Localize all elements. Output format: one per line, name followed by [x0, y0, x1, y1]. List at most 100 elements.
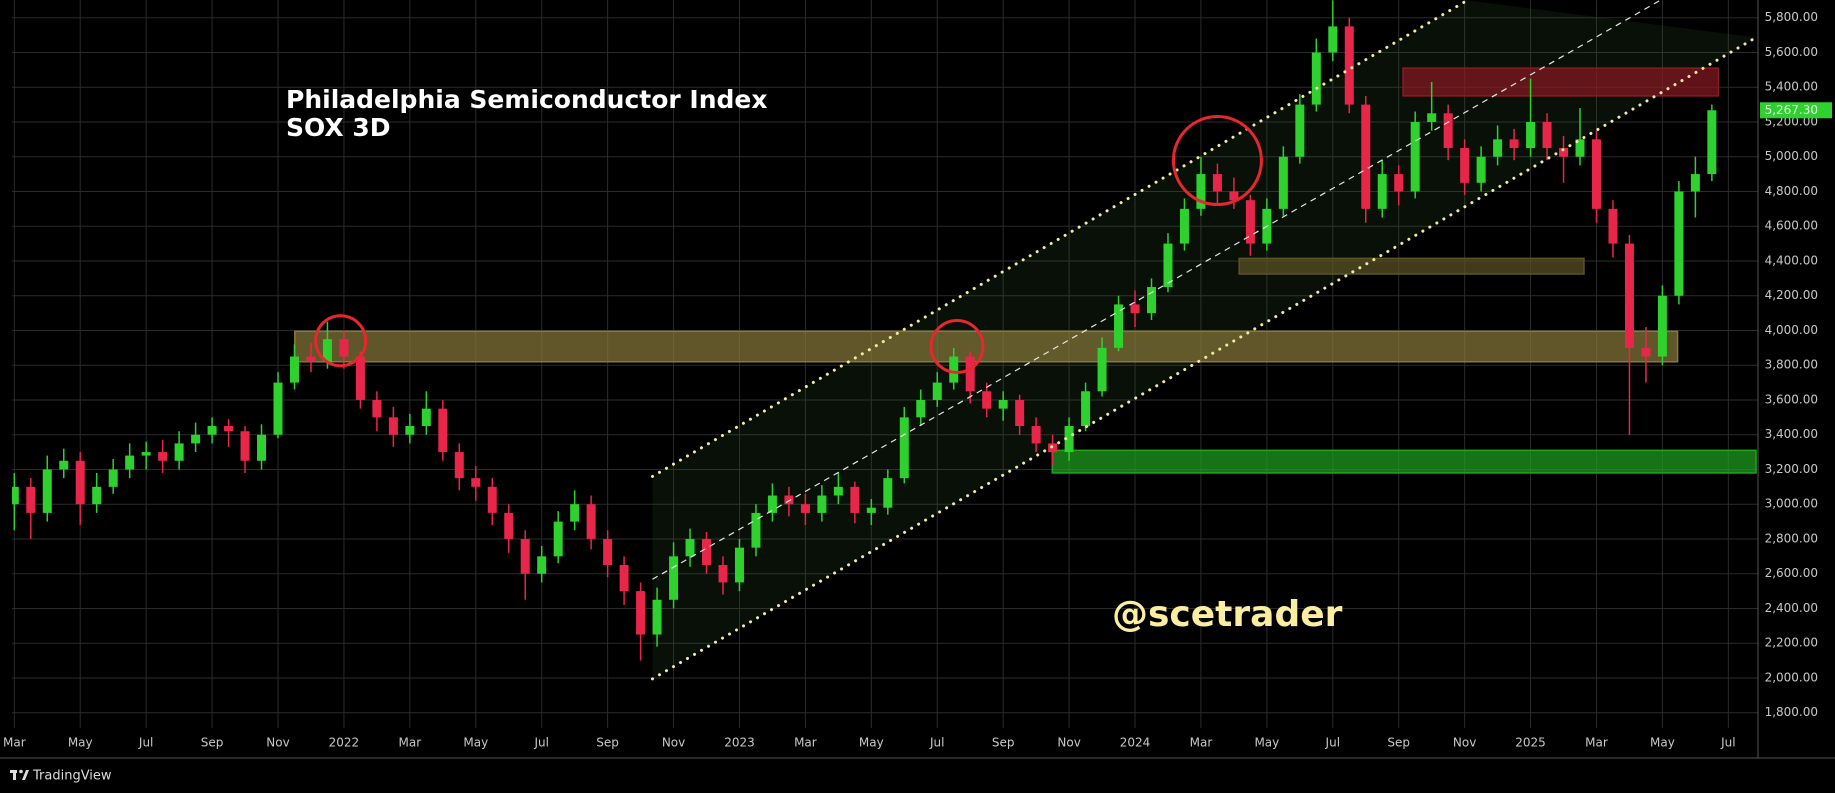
x-tick-label: May — [68, 736, 93, 750]
x-tick-label: Sep — [1387, 736, 1410, 750]
candle-body — [817, 495, 827, 513]
candle-body — [174, 443, 184, 461]
candle-body — [850, 486, 860, 513]
candle-body — [751, 512, 761, 548]
x-tick-label: Jul — [929, 736, 944, 750]
candle-body — [306, 356, 316, 362]
candle-body — [1196, 174, 1206, 209]
candle-body — [224, 426, 234, 432]
candle-body — [1146, 287, 1156, 314]
candle-body — [1608, 208, 1618, 244]
candle-body — [1179, 208, 1189, 244]
x-tick-label: Mar — [1190, 736, 1213, 750]
zone — [1051, 449, 1757, 474]
candle-body — [1031, 426, 1041, 444]
x-tick-label: Nov — [1057, 736, 1080, 750]
x-tick-label: Jul — [1325, 736, 1340, 750]
candle-body — [240, 431, 250, 461]
candle-body — [965, 356, 975, 392]
candle-body — [108, 469, 118, 487]
candle-body — [1657, 295, 1667, 357]
candle-body — [1097, 347, 1107, 392]
chart-title: Philadelphia Semiconductor Index — [286, 85, 768, 114]
watermark: @scetrader — [1112, 594, 1343, 635]
candle-body — [1476, 156, 1486, 183]
candle-body — [553, 521, 563, 557]
candle-body — [1295, 104, 1305, 157]
y-tick-label: 5,800.00 — [1765, 10, 1818, 24]
x-tick-label: Jul — [533, 736, 548, 750]
candle-body — [1278, 156, 1288, 209]
candle-body — [1641, 347, 1651, 357]
x-tick-label: Sep — [596, 736, 619, 750]
candle-body — [1493, 139, 1503, 157]
x-tick-label: May — [1254, 736, 1279, 750]
candle-body — [12, 486, 19, 505]
candle-body — [1559, 148, 1569, 157]
x-tick-label: May — [463, 736, 488, 750]
y-tick-label: 3,600.00 — [1765, 392, 1818, 406]
x-tick-label: Mar — [3, 736, 26, 750]
candle-body — [42, 469, 52, 513]
candle-body — [1591, 139, 1601, 209]
candle-body — [899, 417, 909, 479]
candle-body — [158, 452, 168, 461]
candle-body — [833, 486, 843, 496]
candle-body — [125, 455, 135, 470]
plot-area — [12, 0, 1758, 681]
candle-body — [702, 538, 712, 566]
candle-body — [866, 507, 876, 513]
y-tick-label: 1,800.00 — [1765, 705, 1818, 719]
candle-body — [982, 391, 992, 409]
y-tick-label: 4,000.00 — [1765, 323, 1818, 337]
candle-body — [916, 399, 926, 418]
candle-body — [784, 495, 794, 505]
x-tick-label: 2022 — [329, 736, 360, 750]
candle-body — [421, 408, 431, 427]
tradingview-logo — [10, 769, 29, 780]
candle-body — [570, 504, 580, 522]
candle-body — [1163, 243, 1173, 288]
candle-body — [1081, 391, 1091, 427]
candle-body — [1707, 110, 1717, 175]
candle-body — [1245, 200, 1255, 244]
candle-body — [454, 452, 464, 479]
candle-body — [1361, 104, 1371, 209]
candle-body — [191, 434, 201, 444]
candle-body — [59, 460, 69, 470]
candle-body — [603, 538, 613, 566]
x-tick-label: Nov — [662, 736, 685, 750]
x-tick-label: Jul — [138, 736, 153, 750]
candle-body — [1344, 26, 1354, 105]
candle-body — [92, 486, 102, 505]
y-tick-label: 4,800.00 — [1765, 184, 1818, 198]
candle-body — [75, 460, 85, 505]
y-tick-label: 3,200.00 — [1765, 462, 1818, 476]
x-tick-label: Sep — [201, 736, 224, 750]
zone — [1402, 67, 1720, 97]
candle-body — [734, 547, 744, 583]
x-tick-label: 2024 — [1120, 736, 1151, 750]
candle-body — [669, 556, 679, 600]
candle-body — [652, 599, 662, 635]
candle-body — [718, 565, 728, 583]
last-price-label: 5,267.30 — [1765, 103, 1818, 117]
channel-line — [650, 0, 1469, 478]
candle-body — [1394, 174, 1404, 192]
y-tick-label: 2,200.00 — [1765, 636, 1818, 650]
candle-body — [355, 356, 365, 400]
candle-body — [949, 356, 959, 383]
candle-body — [141, 452, 151, 456]
candle-body — [1542, 121, 1552, 149]
candle-body — [1443, 113, 1453, 149]
candle-body — [372, 399, 382, 418]
candle-body — [800, 504, 810, 513]
grid — [12, 0, 1758, 728]
candle-body — [471, 478, 481, 487]
candle-body — [1575, 139, 1585, 157]
y-tick-label: 4,400.00 — [1765, 253, 1818, 267]
candle-body — [487, 486, 497, 513]
candle-body — [1377, 174, 1387, 209]
candle-body — [1509, 139, 1519, 149]
